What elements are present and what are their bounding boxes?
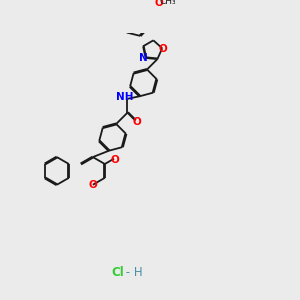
Text: N: N <box>139 53 148 63</box>
Text: O: O <box>88 180 97 190</box>
Text: Cl: Cl <box>112 266 124 278</box>
Text: CH₃: CH₃ <box>160 0 176 6</box>
Text: O: O <box>159 44 168 54</box>
Text: O: O <box>154 0 163 8</box>
Text: NH: NH <box>116 92 133 102</box>
Text: O: O <box>132 117 141 127</box>
Text: - H: - H <box>122 266 143 278</box>
Text: O: O <box>111 155 120 165</box>
